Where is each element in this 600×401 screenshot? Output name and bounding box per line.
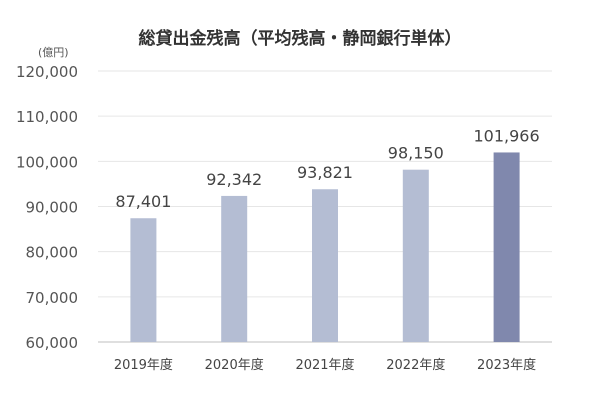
bar	[493, 152, 520, 342]
bar	[130, 218, 157, 342]
bar-value-label: 98,150	[388, 144, 444, 163]
y-tick-label: 60,000	[26, 334, 79, 352]
chart-title: 総貸出金残高（平均残高・静岡銀行単体）	[138, 29, 462, 49]
bar-value-label: 101,966	[474, 126, 540, 145]
bar-value-label: 92,342	[206, 170, 262, 189]
x-tick-label: 2020年度	[205, 357, 264, 373]
bar	[221, 195, 248, 342]
y-tick-label: 110,000	[16, 108, 78, 126]
y-tick-label: 100,000	[16, 153, 78, 171]
bar-value-label: 87,401	[115, 192, 171, 211]
bar	[402, 169, 429, 342]
y-tick-label: 80,000	[26, 244, 79, 262]
y-tick-label: 120,000	[16, 63, 78, 81]
x-tick-label: 2019年度	[114, 357, 173, 373]
bar-value-label: 93,821	[297, 163, 353, 182]
y-axis-unit-label: (億円)	[38, 46, 69, 59]
y-tick-label: 90,000	[26, 199, 79, 217]
y-tick-label: 70,000	[26, 289, 79, 307]
bar	[312, 189, 338, 342]
x-tick-label: 2022年度	[386, 357, 445, 373]
x-tick-label: 2023年度	[477, 357, 536, 373]
x-tick-label: 2021年度	[295, 357, 354, 373]
